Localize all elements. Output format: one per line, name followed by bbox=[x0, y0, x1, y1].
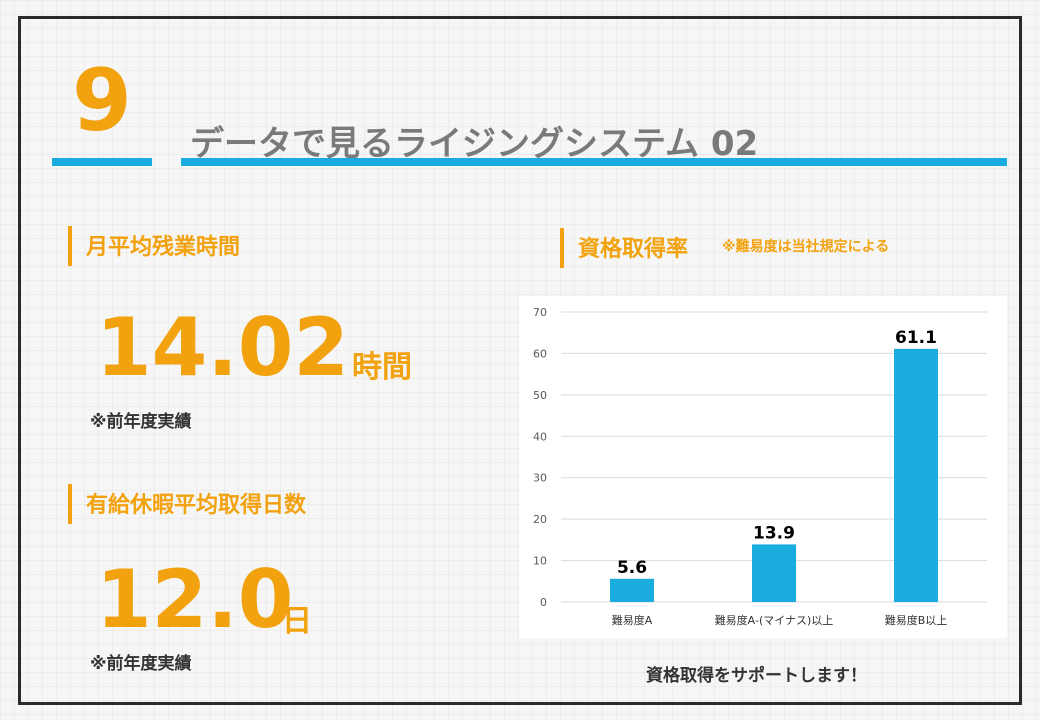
slide-title-underline bbox=[181, 158, 1007, 166]
overtime-unit: 時間 bbox=[352, 350, 412, 385]
slide-frame bbox=[18, 16, 1022, 705]
qualification-caption: 資格取得をサポートします！ bbox=[646, 666, 867, 686]
bar-data-label: 5.6 bbox=[617, 558, 647, 578]
qualification-chart: 0 10 20 30 40 50 60 70 5.6 難易度A 13.9 難易度A-(マイナス)以上 6… bbox=[519, 296, 1007, 638]
y-tick-label: 70 bbox=[533, 306, 547, 319]
overtime-value: 14.02 bbox=[96, 301, 350, 394]
bar bbox=[894, 348, 938, 602]
bar bbox=[752, 544, 796, 602]
leave-heading: 有給休暇平均取得日数 bbox=[86, 493, 307, 518]
leave-heading-bar bbox=[68, 484, 72, 524]
y-tick-label: 10 bbox=[533, 555, 547, 568]
qualification-heading-bar bbox=[560, 228, 564, 268]
qualification-note: ※難易度は当社規定による bbox=[722, 239, 890, 255]
slide-number-underline bbox=[52, 158, 152, 166]
leave-value: 12.0 bbox=[96, 553, 294, 646]
y-tick-label: 40 bbox=[533, 430, 547, 443]
y-tick-label: 20 bbox=[533, 513, 547, 526]
qualification-heading: 資格取得率 bbox=[578, 237, 689, 262]
slide-title: データで見るライジングシステム 02 bbox=[190, 124, 759, 164]
leave-note: ※前年度実績 bbox=[90, 654, 192, 674]
y-tick-label: 30 bbox=[533, 472, 547, 485]
overtime-note: ※前年度実績 bbox=[90, 412, 192, 432]
overtime-heading: 月平均残業時間 bbox=[86, 235, 241, 260]
x-tick-label: 難易度A-(マイナス)以上 bbox=[715, 613, 834, 627]
x-tick-label: 難易度A bbox=[612, 613, 653, 627]
y-tick-label: 50 bbox=[533, 389, 547, 402]
y-tick-label: 0 bbox=[540, 596, 547, 609]
qualification-chart-svg: 0 10 20 30 40 50 60 70 5.6 難易度A 13.9 難易度A-(マイナス)以上 6… bbox=[533, 306, 987, 627]
slide-number: 9 bbox=[72, 51, 132, 151]
y-tick-label: 60 bbox=[533, 347, 547, 360]
bar-data-label: 61.1 bbox=[895, 328, 937, 348]
x-tick-label: 難易度B以上 bbox=[885, 613, 948, 627]
bar-data-label: 13.9 bbox=[753, 523, 795, 543]
bar bbox=[610, 578, 654, 602]
leave-unit: 日 bbox=[282, 604, 312, 639]
overtime-heading-bar bbox=[68, 226, 72, 266]
